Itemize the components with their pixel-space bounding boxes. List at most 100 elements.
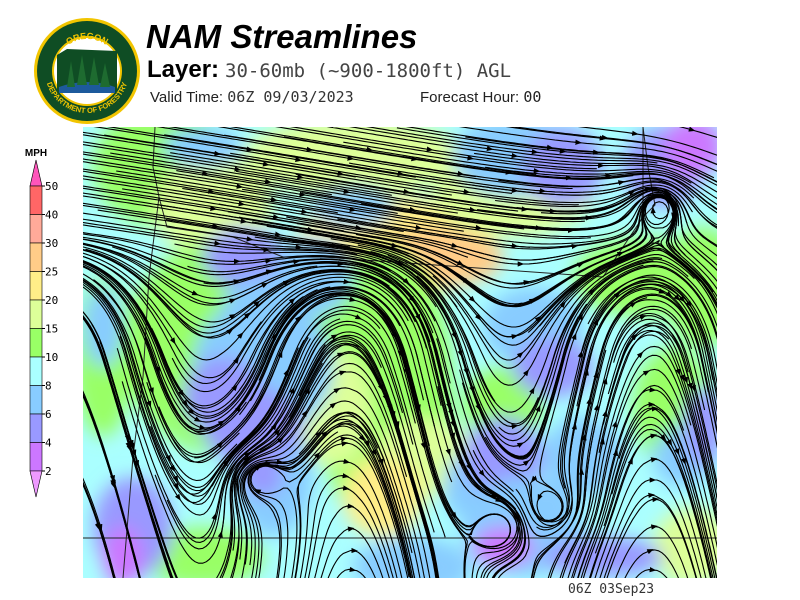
- streamline-arrow-icon: [593, 318, 599, 326]
- speed-region: [353, 537, 473, 578]
- streamline-arrow-icon: [233, 166, 242, 172]
- streamline-arrow-icon: [599, 437, 605, 446]
- streamline-arrow-icon: [240, 218, 248, 224]
- streamline-arrow-icon: [396, 260, 404, 266]
- legend-bin: [29, 328, 43, 358]
- streamline-arrow-icon: [294, 315, 302, 323]
- streamline-arrow-icon: [330, 334, 338, 340]
- streamline-arrow-icon: [644, 186, 652, 193]
- streamline-arrow-icon: [474, 313, 482, 321]
- streamline-arrow-icon: [458, 460, 464, 468]
- streamline-arrow-icon: [415, 403, 421, 412]
- streamline-arrow-icon: [650, 524, 658, 530]
- streamline-arrow-icon: [169, 464, 176, 472]
- streamline-arrow-icon: [516, 351, 524, 359]
- streamline-arrow-icon: [466, 463, 472, 471]
- streamline-arrow-icon: [559, 301, 566, 309]
- streamline-arrow-icon: [264, 460, 273, 467]
- streamline-arrow-icon: [593, 371, 599, 379]
- streamline-arrow-icon: [495, 496, 503, 503]
- legend-arrow-bottom: [29, 470, 43, 498]
- streamline-arrow-icon: [213, 240, 222, 246]
- streamline-arrow-icon: [478, 469, 485, 477]
- legend-bin: [29, 299, 43, 329]
- streamline-arrow-icon: [282, 280, 290, 286]
- streamline-arrow-icon: [378, 384, 383, 392]
- streamline-arrow-icon: [402, 277, 410, 285]
- legend-tick-label: 15: [45, 323, 58, 336]
- streamline-arrow-icon: [466, 155, 475, 161]
- streamline-arrow-icon: [468, 206, 477, 213]
- valid-time-label: Valid Time:: [150, 89, 224, 106]
- streamline-arrow-icon: [261, 282, 269, 289]
- streamline-arrow-icon: [329, 402, 337, 409]
- streamline-map: [83, 127, 717, 578]
- streamline-arrow-icon: [628, 190, 636, 196]
- streamline-arrow-icon: [246, 146, 254, 152]
- svg-text:OREGON: OREGON: [64, 31, 110, 47]
- streamline-arrow-icon: [238, 201, 246, 207]
- streamline-arrow-icon: [173, 482, 179, 490]
- streamline-arrow-icon: [346, 155, 355, 161]
- streamline-arrow-icon: [274, 231, 282, 237]
- streamline-arrow-icon: [490, 491, 498, 498]
- streamline-arrow-icon: [475, 403, 481, 412]
- streamline-arrow-icon: [347, 526, 355, 532]
- streamline-arrow-icon: [274, 429, 281, 436]
- streamline-arrow-icon: [340, 441, 349, 447]
- streamline-arrow-icon: [510, 423, 519, 430]
- streamline-arrow-icon: [631, 130, 639, 136]
- streamline-arrow-icon: [665, 192, 673, 200]
- streamline-arrow-icon: [217, 420, 225, 427]
- streamline-arrow-icon: [687, 382, 693, 390]
- streamline-arrow-icon: [146, 400, 152, 408]
- streamline-arrow-icon: [522, 460, 530, 467]
- streamline-arrow-icon: [445, 448, 451, 456]
- streamline-arrow-icon: [586, 397, 592, 405]
- streamline-arrow-icon: [174, 493, 181, 501]
- streamline-arrow-icon: [229, 314, 237, 320]
- timestamp: 06Z 03Sep23: [568, 582, 655, 597]
- streamline-arrow-icon: [409, 206, 417, 213]
- legend-tick-label: 6: [45, 408, 52, 421]
- streamline-arrow-icon: [198, 424, 207, 430]
- streamline-arrow-icon: [231, 384, 238, 392]
- streamline-arrow-icon: [233, 356, 240, 364]
- streamline-arrow-icon: [209, 205, 217, 212]
- speed-region: [663, 127, 717, 177]
- streamline-arrow-icon: [340, 436, 348, 442]
- streamline-arrow-icon: [270, 196, 278, 202]
- streamline-arrow-icon: [468, 295, 476, 303]
- streamline-arrow-icon: [658, 288, 666, 294]
- streamline-arrow-icon: [450, 242, 459, 248]
- streamline-arrow-icon: [612, 449, 619, 457]
- streamline-arrow-icon: [201, 170, 209, 176]
- streamline-arrow-icon: [415, 224, 423, 231]
- streamline-arrow-icon: [277, 437, 284, 444]
- legend-tick-label: 8: [45, 380, 52, 393]
- streamline-arrow-icon: [97, 523, 103, 531]
- streamline-arrow-icon: [222, 459, 229, 467]
- streamline-arrow-icon: [294, 156, 302, 163]
- streamline-arrow-icon: [301, 409, 308, 417]
- streamline-arrow-icon: [292, 259, 301, 265]
- streamline-arrow-icon: [602, 377, 608, 385]
- streamline-arrow-icon: [133, 459, 140, 467]
- streamline-arrow-icon: [659, 434, 667, 441]
- streamline-arrow-icon: [642, 370, 650, 376]
- streamline-arrow-icon: [234, 405, 242, 413]
- streamline-arrow-icon: [612, 420, 618, 428]
- legend-tick-label: 2: [45, 465, 52, 478]
- streamline-arrow-icon: [165, 454, 171, 462]
- valid-time-value: 06Z 09/03/2023: [227, 88, 354, 106]
- streamline-arrow-icon: [264, 178, 272, 184]
- layer-label: Layer:: [147, 56, 220, 83]
- streamline-arrow-icon: [602, 410, 608, 418]
- streamline-arrow-icon: [450, 511, 457, 519]
- streamline-arrow-icon: [304, 387, 310, 395]
- streamline-arrow-icon: [420, 442, 426, 450]
- streamline-arrow-icon: [617, 180, 625, 186]
- streamline-arrow-icon: [226, 328, 234, 335]
- streamline-arrow-icon: [216, 441, 224, 449]
- layer-value: 30-60mb (~900-1800ft) AGL: [225, 60, 512, 82]
